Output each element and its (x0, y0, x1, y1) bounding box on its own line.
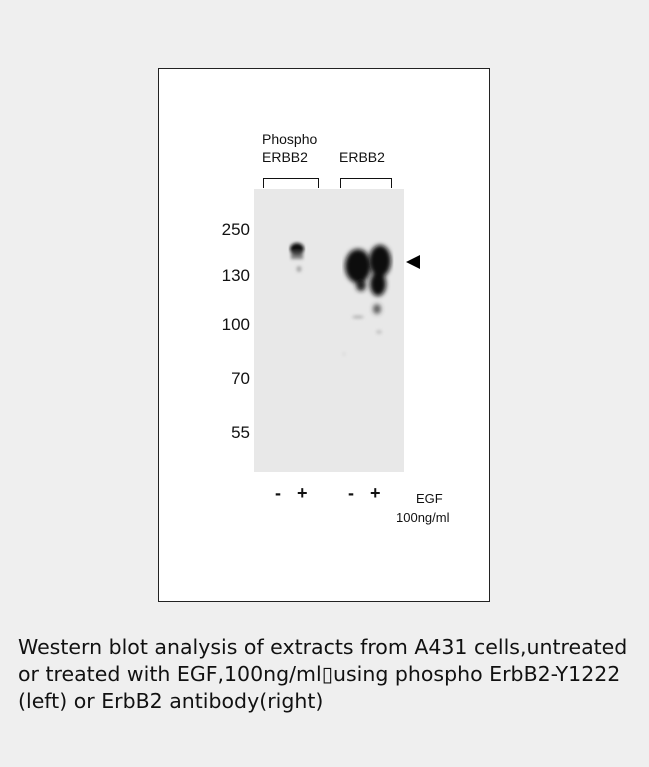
erbb2-bracket (340, 178, 392, 188)
blot-membrane (254, 189, 404, 472)
band-pointer-arrow-icon (406, 255, 420, 269)
treatment-label: EGF (416, 491, 443, 506)
lane-label: - (348, 483, 354, 503)
mw-marker: 70 (231, 369, 250, 388)
phospho-label-line1: Phospho (262, 131, 318, 147)
erbb2-band-untreated (345, 249, 371, 283)
lane-label: - (275, 483, 281, 503)
mw-marker: 55 (231, 423, 250, 442)
phospho-bracket (263, 178, 319, 188)
blot-bands (290, 243, 391, 356)
erbb2-band-treated (369, 245, 391, 277)
treatment-dose-label: 100ng/ml (396, 510, 450, 525)
mw-marker: 100 (221, 315, 250, 334)
phospho-label-line2: ERBB2 (262, 149, 308, 165)
mw-marker: 250 (221, 220, 250, 239)
mw-marker: 130 (221, 266, 250, 285)
lane-label: + (297, 483, 308, 503)
lane-label: + (370, 483, 381, 503)
erbb2-label: ERBB2 (339, 149, 385, 165)
figure-caption: Western blot analysis of extracts from A… (18, 635, 628, 713)
